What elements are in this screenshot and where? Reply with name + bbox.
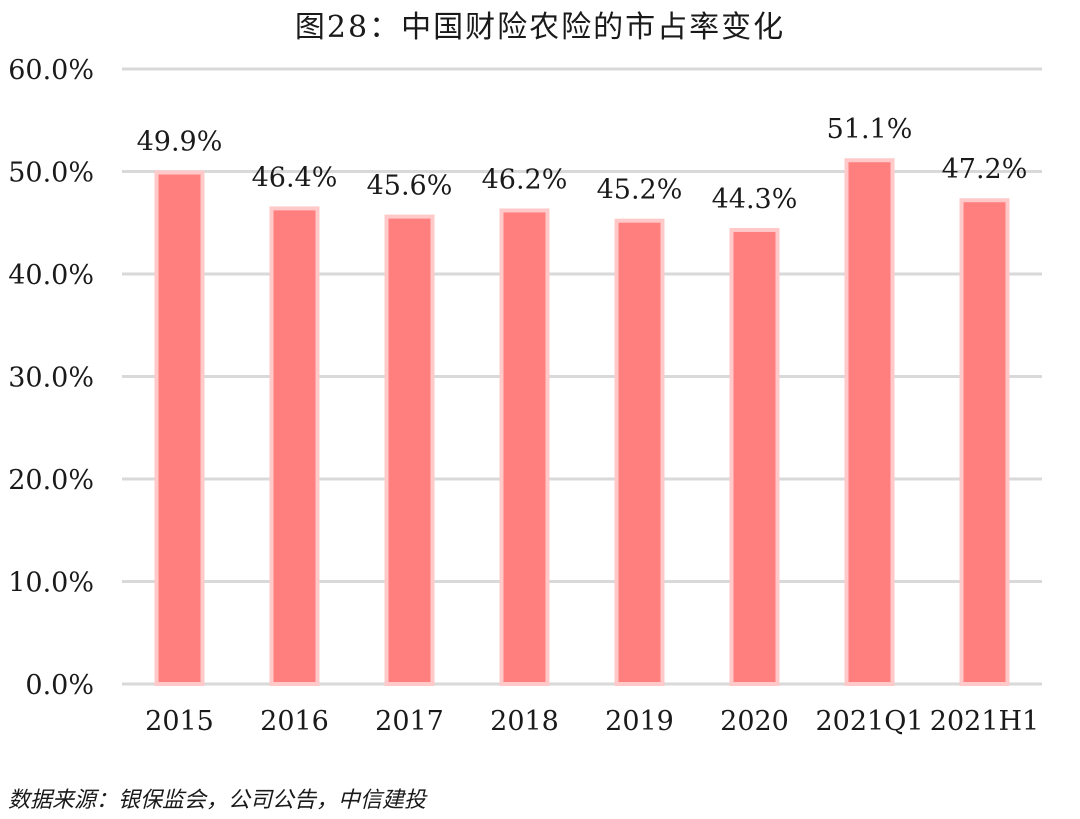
x-tick-label: 2017 xyxy=(375,706,444,737)
y-tick-label: 50.0% xyxy=(8,158,94,189)
bar xyxy=(614,218,665,686)
data-label: 47.2% xyxy=(942,154,1028,185)
data-label: 45.2% xyxy=(597,175,683,206)
chart-title: 图28：中国财险农险的市占率变化 xyxy=(294,10,786,45)
data-label: 44.3% xyxy=(712,184,798,215)
data-labels: 49.9% 46.4% 45.6% 46.2% 45.2% 44.3% 51.1% 47.2% xyxy=(137,114,1028,215)
data-label: 49.9% xyxy=(137,127,223,158)
bar xyxy=(729,227,780,687)
x-tick-label: 2020 xyxy=(720,706,789,737)
x-tick-label: 2021H1 xyxy=(930,706,1039,737)
y-tick-label: 0.0% xyxy=(25,670,94,701)
gridlines xyxy=(122,67,1042,686)
x-axis-ticks: 2015 2016 2017 2018 2019 2020 2021Q1 2021H1 xyxy=(145,706,1039,737)
x-tick-label: 2018 xyxy=(490,706,559,737)
y-tick-label: 60.0% xyxy=(8,55,94,86)
y-axis-ticks: 0.0% 10.0% 20.0% 30.0% 40.0% 50.0% 60.0% xyxy=(8,55,94,701)
bar xyxy=(384,214,435,686)
x-tick-label: 2019 xyxy=(605,706,674,737)
y-tick-label: 10.0% xyxy=(8,568,94,599)
bar xyxy=(269,206,320,686)
bar xyxy=(499,208,550,686)
bar xyxy=(959,198,1010,686)
x-tick-label: 2016 xyxy=(260,706,329,737)
bars xyxy=(154,158,1010,687)
y-tick-label: 40.0% xyxy=(8,260,94,291)
data-label: 51.1% xyxy=(827,114,913,145)
bar xyxy=(154,170,205,686)
y-tick-label: 30.0% xyxy=(8,363,94,394)
x-tick-label: 2015 xyxy=(145,706,214,737)
bar-chart: 0.0% 10.0% 20.0% 30.0% 40.0% 50.0% 60.0% 49.9%… xyxy=(8,55,1042,737)
source-note: 数据来源：银保监会，公司公告，中信建投 xyxy=(8,788,427,813)
data-label: 46.2% xyxy=(482,164,568,195)
data-label: 45.6% xyxy=(367,171,453,202)
bar xyxy=(844,158,895,687)
x-tick-label: 2021Q1 xyxy=(815,706,923,737)
data-label: 46.4% xyxy=(252,162,338,193)
y-tick-label: 20.0% xyxy=(8,465,94,496)
